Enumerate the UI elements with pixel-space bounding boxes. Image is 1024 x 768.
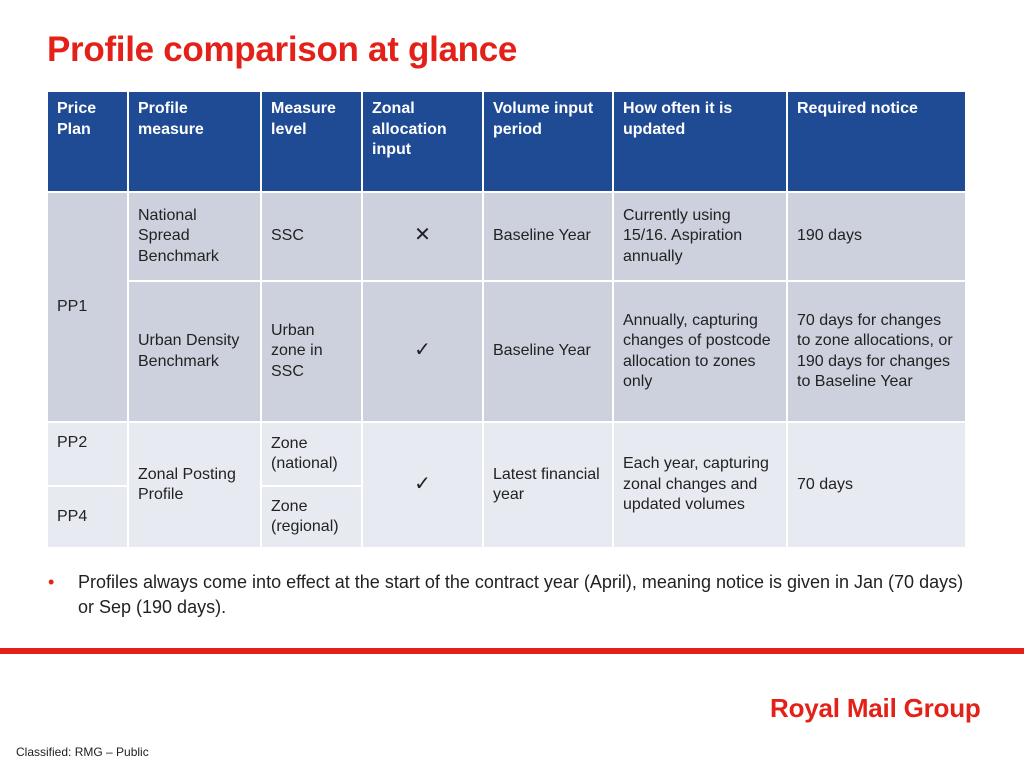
check-icon: ✓ (414, 339, 431, 362)
required-notice-cell: 70 days for changes to zone allocations,… (786, 280, 967, 423)
footer-divider (0, 648, 1024, 654)
zonal-allocation-cell: ✕ (361, 191, 484, 282)
price-plan-cell: PP2 (46, 421, 129, 487)
required-notice-cell: 70 days (786, 421, 967, 549)
header-measure-level: Measure level (260, 90, 363, 193)
price-plan-cell: PP1 (46, 191, 129, 423)
classification-label: Classified: RMG – Public (16, 745, 149, 759)
header-profile-measure: Profile measure (127, 90, 262, 193)
table-row: PP1 National Spread Benchmark SSC ✕ Base… (46, 191, 967, 423)
footnote-text: Profiles always come into effect at the … (78, 572, 964, 617)
zonal-allocation-cell: ✓ (361, 421, 484, 549)
header-zonal-allocation: Zonal allocation input (361, 90, 484, 193)
header-update-frequency: How often it is updated (612, 90, 788, 193)
measure-level-cell: Zone (national) (260, 421, 363, 487)
cross-icon: ✕ (414, 224, 431, 247)
table-header-row: Price Plan Profile measure Measure level… (46, 90, 967, 193)
check-icon: ✓ (414, 472, 431, 495)
profile-cell: Zonal Posting Profile (127, 421, 262, 549)
volume-period-cell: Baseline Year (482, 280, 614, 423)
price-plan-cell: PP4 (46, 485, 129, 549)
update-frequency-cell: Each year, capturing zonal changes and u… (612, 421, 788, 549)
profile-comparison-table: Price Plan Profile measure Measure level… (46, 90, 967, 549)
page-title: Profile comparison at glance (47, 30, 518, 69)
volume-period-cell: Baseline Year (482, 191, 614, 282)
header-price-plan: Price Plan (46, 90, 129, 193)
header-required-notice: Required notice (786, 90, 967, 193)
measure-level-cell: Urban zone in SSC (260, 280, 363, 423)
profile-cell: National Spread Benchmark (127, 191, 262, 282)
brand-logo: Royal Mail Group (770, 693, 981, 723)
measure-level-cell: SSC (260, 191, 363, 282)
header-volume-period: Volume input period (482, 90, 614, 193)
table-row: PP4 Zone (regional) (46, 485, 966, 549)
update-frequency-cell: Currently using 15/16. Aspiration annual… (612, 191, 788, 282)
bullet-marker: • (48, 572, 55, 592)
volume-period-cell: Latest financial year (482, 421, 614, 549)
measure-level-cell: Zone (regional) (260, 485, 363, 549)
update-frequency-cell: Annually, capturing changes of postcode … (612, 280, 788, 423)
table-row: PP2 Zonal Posting Profile Zone (national… (46, 421, 967, 549)
zonal-allocation-cell: ✓ (361, 280, 484, 423)
table-row: Urban Density Benchmark Urban zone in SS… (47, 280, 967, 423)
required-notice-cell: 190 days (786, 191, 967, 282)
profile-cell: Urban Density Benchmark (127, 280, 262, 423)
